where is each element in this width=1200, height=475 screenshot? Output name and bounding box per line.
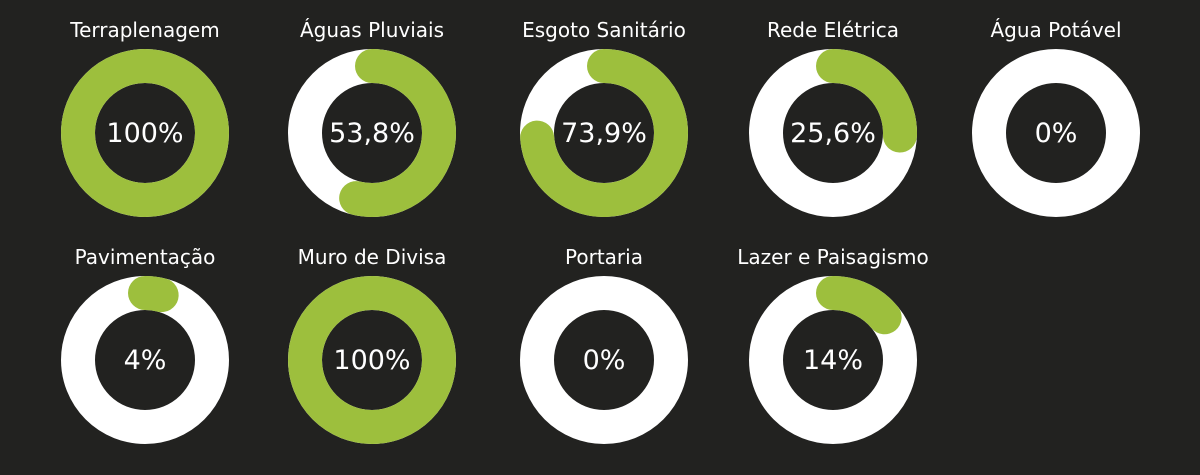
donut-title: Esgoto Sanitário — [522, 18, 686, 42]
donut-value-label: 100% — [333, 345, 411, 376]
donut-card-muro-de-divisa: Muro de Divisa 100% — [272, 227, 472, 447]
donut-value-label: 0% — [582, 345, 626, 376]
donut-progress-arc — [520, 49, 688, 217]
donut-title: Portaria — [565, 245, 643, 269]
donut-title: Rede Elétrica — [766, 18, 900, 42]
donut-card-lazer-e-paisagismo: Lazer e Paisagismo 14% — [733, 227, 933, 447]
donut-value-label: 0% — [1034, 118, 1078, 149]
donut-progress-arc — [128, 275, 179, 313]
donut-chart — [61, 49, 229, 217]
donut-progress-arc — [339, 49, 456, 217]
donut-progress-arc — [816, 49, 917, 153]
donut-card-pavimentacao: Pavimentação 4% — [45, 227, 245, 447]
donut-chart — [288, 49, 456, 217]
donut-title: Água Potável — [990, 18, 1122, 42]
donut-chart — [749, 276, 917, 444]
donut-track — [520, 276, 688, 444]
donut-value-label: 73,9% — [561, 118, 647, 149]
donut-value-label: 25,6% — [790, 118, 876, 149]
donut-chart — [288, 276, 456, 444]
donut-card-portaria: Portaria 0% — [504, 227, 704, 447]
donut-card-terraplenagem: Terraplenagem 100% — [45, 0, 245, 220]
donut-chart — [749, 49, 917, 217]
donut-title: Pavimentação — [74, 245, 216, 269]
donut-card-esgoto-sanitario: Esgoto Sanitário 73,9% — [504, 0, 704, 220]
donut-chart — [520, 49, 688, 217]
donut-chart — [972, 49, 1140, 217]
donut-track — [972, 49, 1140, 217]
donut-title: Muro de Divisa — [297, 245, 447, 269]
donut-value-label: 53,8% — [329, 118, 415, 149]
donut-progress-arc — [61, 49, 229, 217]
donut-value-label: 100% — [106, 118, 184, 149]
donut-title: Terraplenagem — [70, 18, 220, 42]
donut-card-rede-eletrica: Rede Elétrica 25,6% — [733, 0, 933, 220]
donut-progress-arc — [816, 276, 902, 335]
donut-title: Águas Pluviais — [299, 18, 444, 42]
donut-chart — [520, 276, 688, 444]
donut-card-aguas-pluviais: Águas Pluviais 53,8% — [272, 0, 472, 220]
donut-title: Lazer e Paisagismo — [737, 245, 929, 269]
donut-chart — [61, 275, 229, 444]
donut-progress-arc — [288, 276, 456, 444]
donut-value-label: 4% — [123, 345, 167, 376]
donut-card-agua-potavel: Água Potável 0% — [956, 0, 1156, 220]
donut-value-label: 14% — [802, 345, 863, 376]
